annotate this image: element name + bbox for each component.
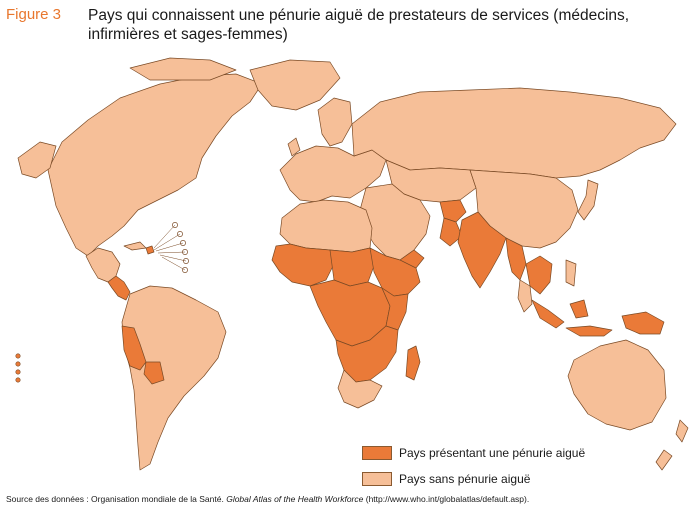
region-madagascar [405, 345, 421, 381]
region-north-america [47, 73, 263, 257]
legend-item-no-shortage: Pays sans pénurie aiguë [362, 470, 530, 488]
region-alaska [17, 141, 57, 179]
legend-item-shortage: Pays présentant une pénurie aiguë [362, 444, 585, 462]
caribbean-callout-dots [172, 222, 189, 273]
legend-label-no-shortage: Pays sans pénurie aiguë [399, 472, 531, 486]
region-uk [287, 137, 301, 157]
source-note: Source des données : Organisation mondia… [6, 494, 686, 504]
region-south-africa [337, 369, 383, 409]
region-new-zealand [655, 419, 689, 471]
region-west-africa [271, 243, 335, 287]
source-title: Global Atlas of the Health Workforce [226, 494, 364, 504]
region-europe [279, 145, 387, 203]
region-arctic-islands [129, 57, 237, 81]
region-papua-new-guinea [621, 311, 665, 335]
region-russia [351, 87, 677, 179]
source-suffix: (http://www.who.int/globalatlas/default.… [363, 494, 530, 504]
figure-title: Pays qui connaissent une pénurie aiguë d… [88, 7, 630, 43]
map-legend: Pays présentant une pénurie aiguë Pays s… [362, 442, 682, 492]
region-bolivia [143, 361, 165, 385]
region-australia [567, 339, 667, 431]
legend-label-shortage: Pays présentant une pénurie aiguë [399, 446, 586, 460]
region-scandinavia [317, 97, 353, 147]
legend-swatch-shortage [362, 446, 392, 460]
region-cuba [123, 241, 147, 251]
figure-label: Figure 3 [6, 6, 62, 23]
region-thailand [517, 279, 533, 313]
region-indonesia [531, 299, 613, 337]
region-philippines [565, 259, 577, 287]
region-east-africa [381, 287, 409, 331]
legend-swatch-no-shortage [362, 472, 392, 486]
region-pakistan [439, 217, 463, 247]
region-sahel-central [329, 247, 375, 287]
region-japan [577, 179, 599, 221]
region-india [457, 211, 507, 289]
world-map-svg [15, 57, 689, 471]
region-peru [121, 325, 147, 371]
region-greenland [249, 59, 341, 111]
world-map [0, 50, 689, 488]
region-haiti [145, 245, 155, 255]
region-central-america [107, 275, 131, 301]
region-south-america [121, 285, 227, 471]
source-prefix: Source des données : Organisation mondia… [6, 494, 227, 504]
region-north-africa [279, 199, 373, 253]
region-afghanistan [439, 199, 467, 223]
caribbean-callout-lines [153, 224, 187, 271]
figure-header: Figure 3 Pays qui connaissent une pénuri… [0, 0, 689, 48]
region-horn-of-africa [369, 247, 421, 297]
region-southern-africa [335, 325, 399, 383]
pacific-island-markers [15, 353, 21, 383]
